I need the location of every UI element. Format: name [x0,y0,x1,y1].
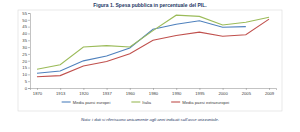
x-tick: 1995 [195,88,205,96]
y-tick-mark [28,61,30,62]
x-tick-label: 1920 [79,91,89,96]
y-axis: 0 5 10 1520 25 30 35 40 4550 55 [22,11,30,91]
y-tick-label: 55 [22,11,27,16]
y-tick-label: 10 [22,72,27,77]
y-tick: 45 [22,24,30,29]
x-tick: 2000 [218,88,228,96]
y-tick-mark [28,40,30,41]
x-tick-label: 2000 [218,91,228,96]
y-tick: 10 [22,72,30,77]
chart: Figura 1. Spesa pubblica in percentuale … [0,0,300,132]
x-tick: 1960 [126,88,136,96]
y-tick: 5 [25,79,30,84]
plot: 0 5 10 1520 25 30 35 40 4550 55 1870 1913 1920 1937 19… [22,11,276,96]
x-tick-mark [60,88,61,90]
legend-label: Italia [142,100,152,105]
x-tick: 1913 [56,88,66,96]
y-tick-mark [28,54,30,55]
x-axis: 1870 1913 1920 1937 1960 1980 1990 1995 2000 2005… [31,88,277,96]
y-tick-label: 5 [25,79,28,84]
x-tick-label: 1870 [33,91,43,96]
x-tick-mark [107,88,108,90]
y-tick-mark [28,20,30,21]
x-tick-label: 1913 [56,91,66,96]
x-tick: 2009 [265,88,275,96]
y-tick-label: 30 [22,45,27,50]
x-axis-line [31,89,277,91]
x-tick-mark [269,88,270,90]
y-tick-label: 15 [22,65,27,70]
x-tick: 1870 [33,88,43,96]
x-tick-mark [223,88,224,90]
y-tick-mark [28,47,30,48]
x-tick-label: 2005 [242,91,252,96]
legend-item: Media paesi extraeuropei [171,100,229,105]
y-tick-label: 25 [22,52,27,57]
lines [37,15,269,77]
y-tick: 15 [22,65,30,70]
y-tick-label: 0 [25,86,28,91]
y-tick-mark [28,81,30,82]
x-tick: 1980 [149,88,159,96]
x-tick: 1990 [172,88,182,96]
y-tick-mark [28,13,30,14]
y-tick-mark [28,68,30,69]
y-tick-mark [28,88,30,89]
x-tick-mark [37,88,38,90]
series-line [37,15,269,69]
legend-item: Media paesi europei [62,100,111,105]
y-tick: 55 [22,11,30,16]
legend-swatch [62,101,71,102]
legend-swatch [131,101,140,102]
y-tick: 25 [22,52,30,57]
legend-item: Italia [131,100,152,105]
y-tick-label: 40 [22,31,27,36]
y-tick: 35 [22,38,30,43]
legend-label: Media paesi europei [73,100,111,105]
title: Figura 1. Spesa pubblica in percentuale … [93,2,207,8]
note: Nota: i dati si riferiscono unicamente a… [81,117,219,122]
x-tick-mark [83,88,84,90]
x-tick-mark [153,88,154,90]
legend-label: Media paesi extraeuropei [182,100,229,105]
y-tick: 0 [25,86,30,91]
x-tick-label: 1937 [102,91,112,96]
y-tick-label: 35 [22,38,27,43]
legend-swatch [171,101,180,102]
y-tick-label: 20 [22,59,27,64]
x-tick: 1937 [102,88,112,96]
x-tick: 2005 [242,88,252,96]
y-tick-mark [28,33,30,34]
x-tick-label: 1980 [149,91,159,96]
x-tick-mark [130,88,131,90]
x-tick: 1920 [79,88,89,96]
y-tick-label: 50 [22,18,27,23]
x-tick-label: 1990 [172,91,182,96]
y-tick-mark [28,74,30,75]
y-tick-mark [28,27,30,28]
y-tick-label: 45 [22,24,27,29]
series-line [37,19,269,77]
x-tick-label: 1995 [195,91,205,96]
chart-frame [18,10,282,111]
x-tick-mark [246,88,247,90]
y-tick: 40 [22,31,30,36]
x-tick-label: 1960 [126,91,136,96]
x-tick-mark [199,88,200,90]
x-tick-label: 2009 [265,91,275,96]
y-tick: 20 [22,59,30,64]
y-tick: 50 [22,18,30,23]
legend: Media paesi europei Italia Media paesi ext… [62,100,230,105]
x-tick-mark [176,88,177,90]
y-tick: 30 [22,45,30,50]
y-axis-line [28,14,31,89]
